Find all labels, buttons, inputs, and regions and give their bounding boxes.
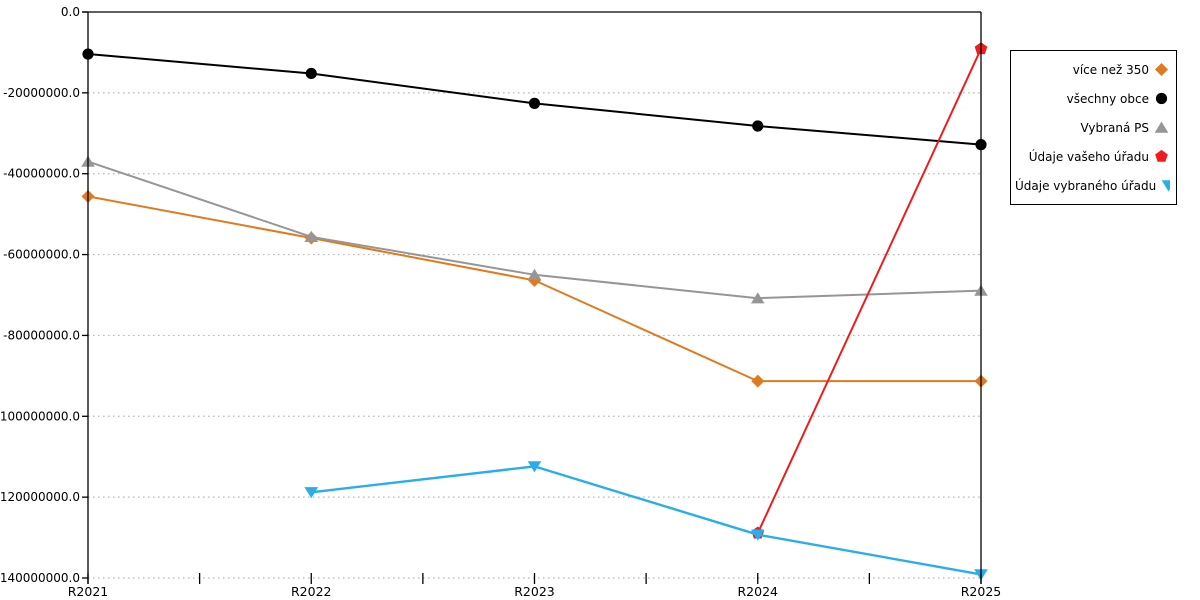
- series-marker-4: [751, 529, 765, 541]
- x-category-label: R2022: [291, 584, 332, 599]
- legend-marker-3: [1155, 149, 1168, 162]
- y-tick-label: -80000000.0: [3, 328, 80, 342]
- legend-marker-2: [1154, 121, 1169, 133]
- series-marker-1: [305, 67, 317, 80]
- series-marker-4: [527, 461, 542, 473]
- legend: více než 350 všechny obce Vybraná PS Údaje …: [1010, 50, 1177, 205]
- legend-label: Údaje vybraného úřadu: [1015, 178, 1157, 193]
- y-tick-label: -40000000.0: [3, 167, 80, 181]
- x-category-label: R2023: [514, 584, 555, 599]
- y-tick-label: -120000000.0: [0, 490, 80, 504]
- legend-entry-2: Vybraná PS: [1015, 113, 1170, 142]
- y-tick-label: 0.0: [61, 5, 80, 19]
- legend-entry-1: všechny obce: [1015, 84, 1170, 113]
- series-marker-1: [528, 97, 541, 109]
- legend-entry-3: Údaje vašeho úřadu: [1015, 142, 1170, 171]
- diamond-icon: [1155, 63, 1168, 76]
- series-marker-0: [751, 374, 765, 388]
- series-marker-1: [752, 120, 764, 132]
- legend-marker-0: [1155, 63, 1168, 76]
- series-marker-2: [751, 292, 765, 304]
- pentagon-icon: [1155, 149, 1168, 162]
- y-tick-label: -60000000.0: [3, 248, 80, 262]
- triangle-down-icon: [1161, 180, 1170, 192]
- triangle-up-icon: [1154, 121, 1169, 133]
- series-line-3: [756, 48, 982, 534]
- y-tick-label: -20000000.0: [3, 86, 80, 100]
- legend-label: Údaje vašeho úřadu: [1028, 149, 1149, 164]
- x-category-label: R2025: [961, 584, 1002, 599]
- legend-entry-0: více než 350: [1015, 55, 1170, 84]
- x-category-label: R2024: [738, 584, 779, 599]
- y-tick-label: -140000000.0: [0, 571, 80, 585]
- legend-marker-1: [1155, 92, 1168, 105]
- series-marker-4: [304, 487, 319, 499]
- circle-icon: [1155, 92, 1168, 105]
- series-marker-2: [527, 268, 542, 280]
- y-tick-label: -100000000.0: [0, 409, 80, 423]
- legend-entry-4: Údaje vybraného úřadu: [1015, 171, 1170, 200]
- legend-label: více než 350: [1072, 62, 1149, 77]
- series-line-4: [311, 465, 982, 576]
- series-line-0: [87, 195, 981, 383]
- legend-marker-4: [1161, 180, 1170, 192]
- x-category-label: R2021: [68, 584, 109, 599]
- legend-label: Vybraná PS: [1080, 120, 1149, 135]
- legend-label: všechny obce: [1066, 91, 1149, 106]
- series-marker-2: [304, 230, 319, 242]
